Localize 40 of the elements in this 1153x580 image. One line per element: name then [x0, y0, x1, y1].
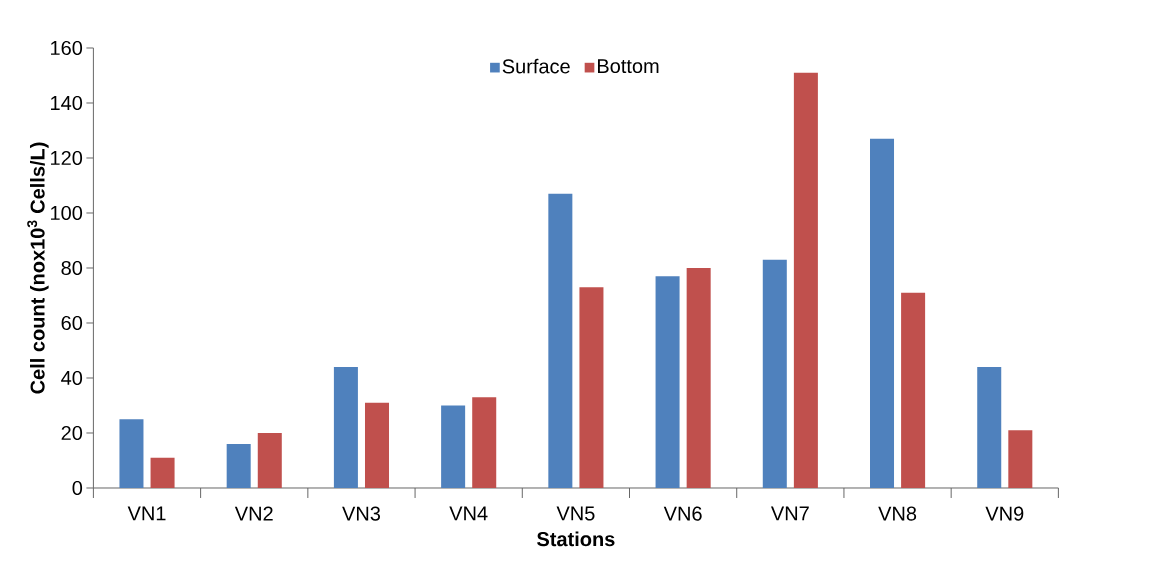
bar — [150, 457, 175, 488]
bar — [364, 402, 390, 488]
bar — [1008, 430, 1033, 488]
bar — [579, 287, 604, 488]
y-tick-label: 80 — [61, 260, 83, 276]
bar — [226, 443, 251, 488]
x-tick-label: VN4 — [449, 506, 488, 521]
y-tick-label: 60 — [61, 315, 83, 331]
x-tick-label: VN2 — [234, 506, 273, 521]
x-tick-label: VN5 — [556, 506, 595, 521]
bar — [901, 292, 926, 488]
bar — [333, 366, 358, 488]
bar — [686, 267, 711, 488]
x-axis-title: Stations — [537, 531, 615, 547]
y-tick-label: 140 — [51, 95, 83, 111]
x-tick-label: VN7 — [770, 506, 809, 521]
x-tick-label: VN1 — [127, 506, 166, 521]
bar — [548, 193, 573, 488]
x-tick-label: VN3 — [342, 506, 381, 521]
y-tick-label: 120 — [51, 150, 83, 166]
bar — [870, 138, 895, 488]
x-tick-label: VN6 — [663, 506, 702, 521]
x-tick-label: VN8 — [878, 506, 917, 521]
legend-label: Bottom — [598, 59, 659, 74]
x-tick-label: VN9 — [985, 506, 1024, 521]
legend-label: Surface — [502, 58, 570, 74]
bar — [977, 366, 1002, 488]
y-tick-label: 40 — [61, 370, 83, 386]
bar — [655, 276, 680, 488]
bar — [793, 72, 818, 488]
y-tick-label: 160 — [51, 40, 83, 56]
y-axis-title: Cell count (nox10$^{3}$ Cells/L) — [27, 142, 49, 394]
bar — [257, 432, 282, 488]
bar — [762, 259, 787, 488]
y-tick-label: 20 — [61, 425, 83, 441]
bar — [119, 419, 144, 488]
bar — [441, 405, 466, 488]
y-tick-label: 100 — [51, 205, 83, 221]
bar — [472, 397, 497, 488]
y-tick-label: 0 — [72, 480, 83, 496]
